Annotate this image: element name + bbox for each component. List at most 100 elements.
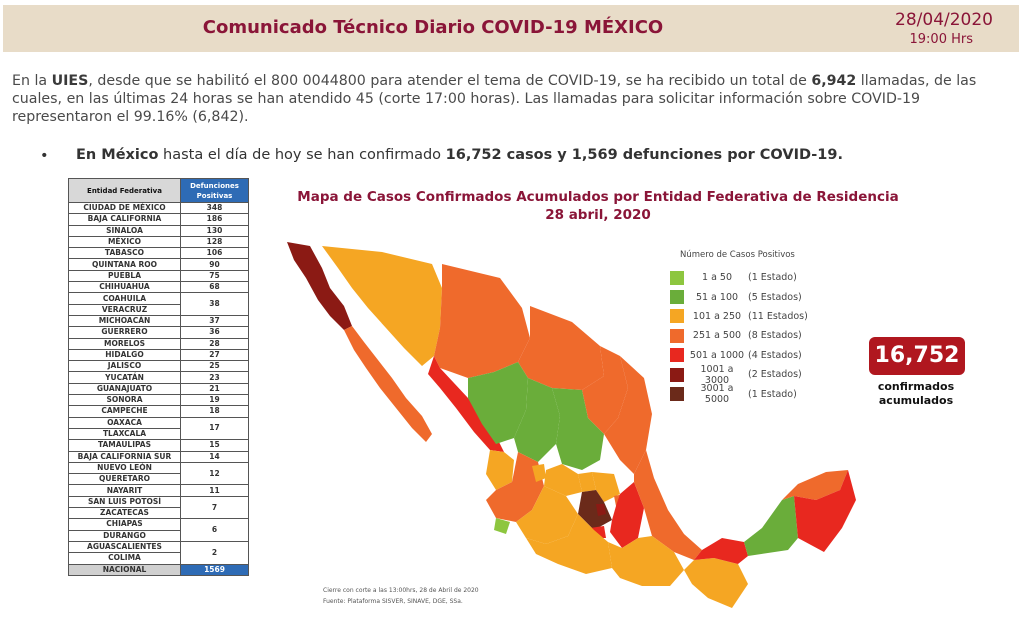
- cell-entity: SAN LUIS POTOSÍ: [68, 495, 181, 509]
- cell-entity: CIUDAD DE MÉXICO: [68, 201, 181, 215]
- cell-entity: COAHUILA: [68, 292, 181, 305]
- legend-swatch: [670, 367, 684, 382]
- state-tamaulipas: [604, 356, 652, 474]
- state-puebla: [610, 482, 644, 548]
- cell-deaths: 128: [180, 235, 249, 249]
- cell-entity: GUANAJUATO: [68, 382, 181, 396]
- cell-entity: TAMAULIPAS: [68, 439, 181, 452]
- state-chiapas: [684, 558, 748, 608]
- cell-deaths: 186: [180, 213, 249, 226]
- legend-swatch: [670, 270, 684, 285]
- table-row: SAN LUIS POTOSÍ 7: [68, 495, 249, 520]
- cell-entity: QUERETARO: [68, 473, 181, 486]
- intro-text-2: , desde que se habilitó el 800 0044800 p…: [88, 73, 812, 89]
- state-baja-california-sur: [344, 326, 432, 442]
- page-title: Comunicado Técnico Diario COVID-19 MÉXIC…: [202, 17, 664, 38]
- table-row: TABASCO 106: [68, 247, 249, 260]
- legend-item: 1 a 50 (1 Estado): [670, 268, 808, 287]
- state-baja-california: [287, 242, 352, 330]
- cell-deaths: 14: [180, 450, 249, 463]
- legend-item: 501 a 1000 (4 Estados): [670, 346, 808, 365]
- cell-entity: NUEVO LEÓN: [68, 461, 181, 475]
- map-legend: Número de Casos Positivos 1 a 50 (1 Estad…: [670, 250, 808, 406]
- table-row: SONORA 19: [68, 394, 249, 407]
- cell-entity: CAMPECHE: [68, 405, 181, 418]
- state-oaxaca: [608, 536, 684, 586]
- legend-count: (2 Estados): [748, 369, 802, 381]
- cell-deaths: 15: [180, 439, 249, 452]
- state-zacatecas: [514, 378, 560, 462]
- cell-deaths: 2: [180, 540, 249, 565]
- cell-entity: YUCATÁN: [68, 371, 181, 384]
- state-chihuahua: [434, 264, 530, 378]
- cell-entity: OAXACA: [68, 416, 181, 429]
- map-title-line2: 28 abril, 2020: [545, 207, 651, 223]
- cell-deaths: 68: [180, 281, 249, 294]
- state-guerrero: [526, 514, 612, 574]
- cell-deaths: 6: [180, 518, 249, 542]
- state-jalisco: [486, 452, 544, 522]
- state-quintana-roo: [794, 470, 856, 552]
- table-row: MICHOACÁN 37: [68, 314, 249, 328]
- cell-entity: SONORA: [68, 394, 181, 407]
- legend-range: 3001 a 5000: [700, 383, 734, 406]
- legend-range: 501 a 1000: [689, 349, 745, 361]
- legend-item: 51 a 100 (5 Estados): [670, 287, 808, 306]
- table-row: HIDALGO 27: [68, 348, 249, 362]
- table-row: CHIHUAHUA 68: [68, 281, 249, 294]
- legend-swatch: [670, 290, 684, 305]
- bullet-middle: hasta el día de hoy se han confirmado: [158, 147, 446, 163]
- header-bar: Comunicado Técnico Diario COVID-19 MÉXIC…: [3, 5, 1019, 52]
- legend-swatch: [670, 348, 684, 363]
- state-tabasco: [694, 538, 748, 564]
- cell-entity: QUINTANA ROO: [68, 258, 181, 271]
- cell-entity: SINALOA: [68, 224, 181, 237]
- table-row: GUANAJUATO 21: [68, 382, 249, 396]
- cell-entity: DURANGO: [68, 529, 181, 542]
- table-row: TAMAULIPAS 15: [68, 439, 249, 452]
- cell-deaths: 7: [180, 495, 249, 520]
- table-total-row: NACIONAL 1569: [68, 563, 249, 576]
- cell-deaths: 348: [180, 201, 249, 215]
- table-row: BAJA CALIFORNIA SUR 14: [68, 450, 249, 463]
- table-row: AGUASCALIENTES 2: [68, 540, 249, 565]
- legend-count: (8 Estados): [748, 330, 802, 342]
- legend-title: Número de Casos Positivos: [680, 250, 795, 260]
- table-row: MÉXICO 128: [68, 235, 249, 249]
- cell-entity: AGUASCALIENTES: [68, 540, 181, 554]
- cell-entity: VERACRUZ: [68, 303, 181, 316]
- summary-bullet: En México hasta el día de hoy se han con…: [76, 147, 843, 163]
- report-date: 28/04/2020: [895, 10, 993, 30]
- legend-range: 1 a 50: [702, 272, 732, 284]
- mexico-map: [287, 242, 856, 608]
- cell-entity: TABASCO: [68, 247, 181, 260]
- cell-entity: HIDALGO: [68, 348, 181, 362]
- intro-paragraph: En la UIES, desde que se habilitó el 800…: [12, 72, 1016, 126]
- state-guanajuato: [544, 464, 582, 496]
- cell-deaths: 19: [180, 394, 249, 407]
- total-label-line1: confirmados: [877, 380, 955, 393]
- table-row: COAHUILA 38: [68, 292, 249, 316]
- cell-deaths: 12: [180, 461, 249, 486]
- cell-deaths: 130: [180, 224, 249, 237]
- legend-swatch: [670, 309, 684, 324]
- table-row: MORELOS 28: [68, 337, 249, 350]
- total-confirmed-label: confirmados acumulados: [861, 380, 971, 408]
- cell-entity: MÉXICO: [68, 235, 181, 249]
- legend-range: 251 a 500: [692, 330, 742, 342]
- table-row: NUEVO LEÓN 12: [68, 461, 249, 486]
- table-row: CHIAPAS 6: [68, 518, 249, 542]
- table-row: BAJA CALIFORNIA 186: [68, 213, 249, 226]
- cell-deaths: 90: [180, 258, 249, 271]
- legend-count: (11 Estados): [748, 310, 808, 322]
- state-durango: [468, 362, 528, 444]
- state-nuevo-leon: [582, 346, 628, 434]
- legend-item: 1001 a 3000 (2 Estados): [670, 364, 808, 386]
- cell-deaths: 106: [180, 247, 249, 260]
- cell-entity: TLAXCALA: [68, 427, 181, 441]
- col-header-deaths: Defunciones Positivas: [180, 178, 249, 203]
- table-row: YUCATÁN 23: [68, 371, 249, 384]
- cell-deaths: 75: [180, 269, 249, 283]
- cell-entity: CHIAPAS: [68, 518, 181, 531]
- cell-entity: PUEBLA: [68, 269, 181, 283]
